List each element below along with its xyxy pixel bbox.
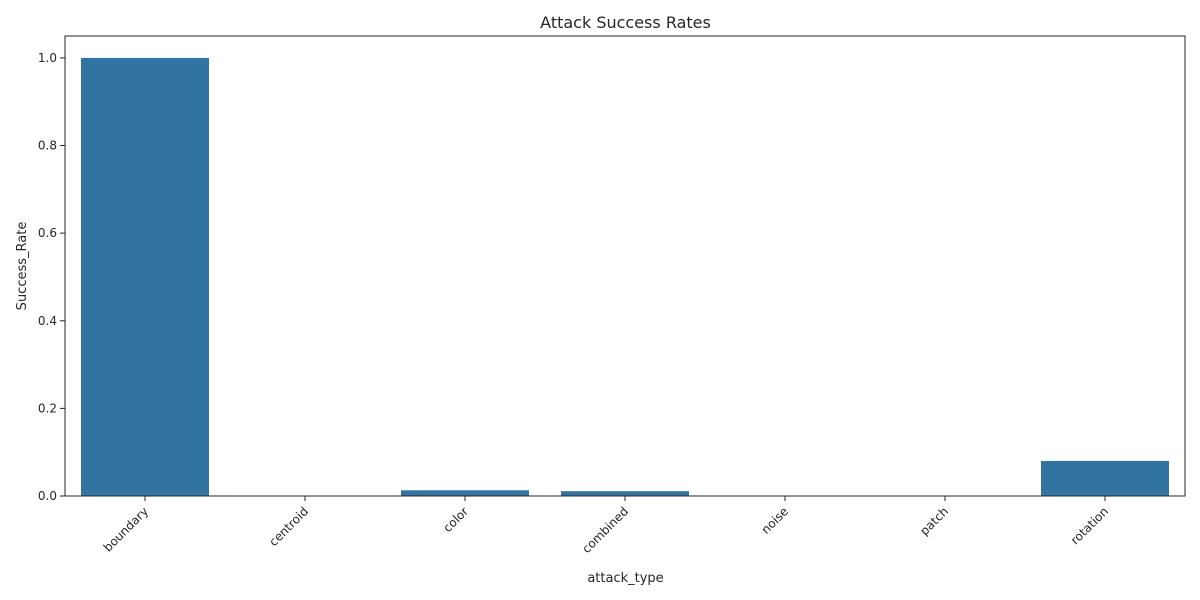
x-tick-label-noise: noise [759,504,791,536]
y-axis: 0.0 0.2 0.4 0.6 0.8 1.0 [38,51,65,503]
x-tick-label-color: color [440,504,471,535]
chart-title: Attack Success Rates [540,13,711,32]
y-axis-label: Success_Rate [15,222,30,311]
y-tick-label: 1.0 [38,51,57,65]
bar-boundary [81,57,209,497]
x-tick-label-rotation: rotation [1068,504,1111,547]
plot-frame [64,35,1186,497]
y-tick-label: 0.6 [38,226,57,240]
bars-group [81,57,1169,497]
x-tick-label-patch: patch [917,504,951,538]
x-axis-label: attack_type [587,571,663,586]
bar-color [401,490,529,496]
y-tick-label: 0.0 [38,489,57,503]
x-axis: boundary centroid color combined noise patch r… [101,496,1111,556]
y-tick-label: 0.2 [38,401,57,415]
x-tick-label-centroid: centroid [266,504,311,549]
y-tick-label: 0.8 [38,139,57,153]
bar-combined [561,491,689,496]
x-tick-label-combined: combined [579,504,631,556]
y-tick-label: 0.4 [38,314,57,328]
bar-rotation [1041,460,1169,496]
x-tick-label-boundary: boundary [101,504,151,554]
